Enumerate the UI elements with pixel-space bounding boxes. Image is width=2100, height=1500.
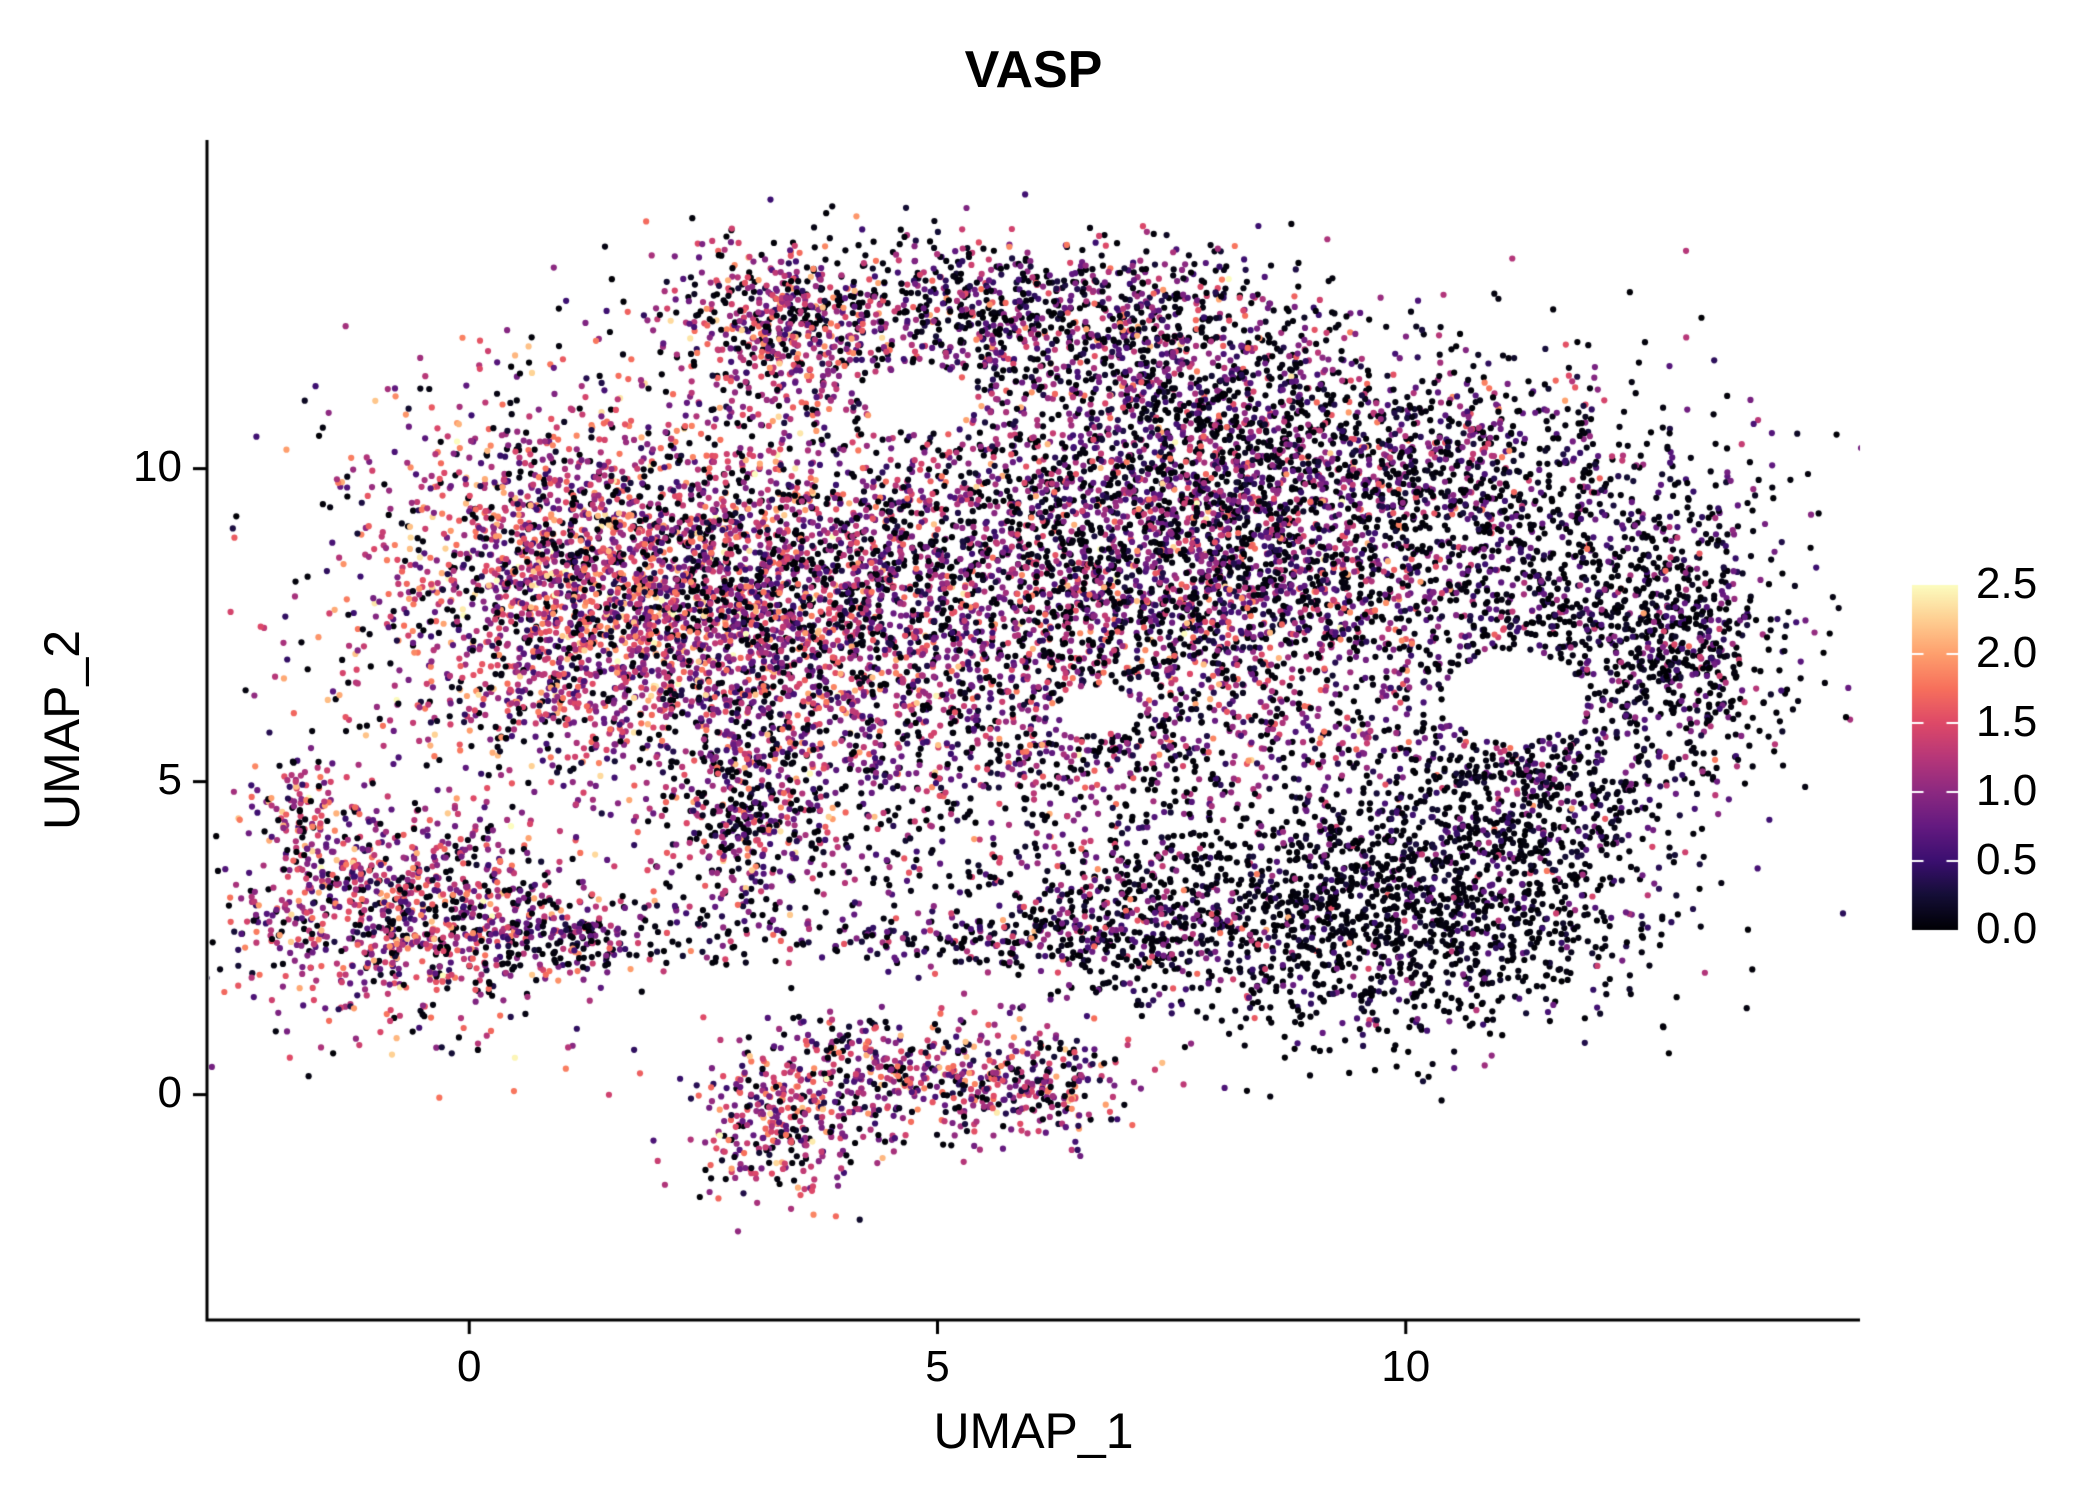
colorbar-tick-label: 2.0 <box>1976 628 2038 677</box>
x-tick-label: 0 <box>456 1342 482 1391</box>
plot-title: VASP <box>964 41 1103 99</box>
colorbar-tick-label: 1.5 <box>1976 697 2038 746</box>
colorbar-tick-label: 0.0 <box>1976 904 2038 953</box>
colorbar-tick-label: 2.5 <box>1976 559 2038 608</box>
x-axis-label: UMAP_1 <box>933 1403 1134 1459</box>
y-tick-label: 10 <box>133 441 182 491</box>
x-tick-label: 10 <box>1381 1342 1431 1391</box>
colorbar-tick-label: 1.0 <box>1976 766 2038 815</box>
y-tick-label: 0 <box>157 1067 182 1117</box>
y-tick-label: 5 <box>157 754 182 804</box>
colorbar-tick-label: 0.5 <box>1976 835 2038 884</box>
x-tick-label: 5 <box>925 1342 950 1391</box>
